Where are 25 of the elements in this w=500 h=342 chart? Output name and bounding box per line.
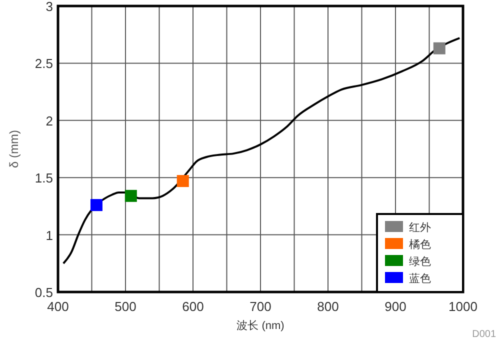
y-tick-label: 2.5 — [34, 56, 53, 72]
x-tick-label: 700 — [250, 299, 272, 314]
line-series — [62, 37, 461, 264]
text: D001 — [472, 329, 496, 340]
x-tick-label: 900 — [384, 299, 406, 314]
y-tick-label: 1.5 — [34, 170, 53, 186]
point — [90, 199, 102, 212]
point — [176, 175, 189, 188]
x-tick-label: 400 — [47, 299, 69, 314]
x-tick-label: 800 — [317, 299, 339, 314]
x-tick-label: 500 — [114, 299, 136, 314]
y-tick-label: 3 — [46, 0, 53, 14]
x-tick-label: 1000 — [448, 299, 478, 314]
y-axis-title: δ (mm) — [7, 130, 21, 168]
legend-label: 蓝色 — [409, 272, 431, 285]
y-tick-label: 0.5 — [34, 285, 53, 300]
y-tick-label: 2 — [46, 113, 53, 128]
legend-label: 橘色 — [409, 239, 431, 251]
legend-label: 绿色 — [409, 256, 431, 268]
point — [124, 190, 137, 202]
x-tick-label: 600 — [182, 299, 204, 314]
x-axis-title: 波长 (nm) — [236, 319, 284, 332]
point — [433, 42, 446, 54]
y-tick-label: 1 — [46, 228, 53, 243]
legend-label: 红外 — [409, 222, 431, 234]
